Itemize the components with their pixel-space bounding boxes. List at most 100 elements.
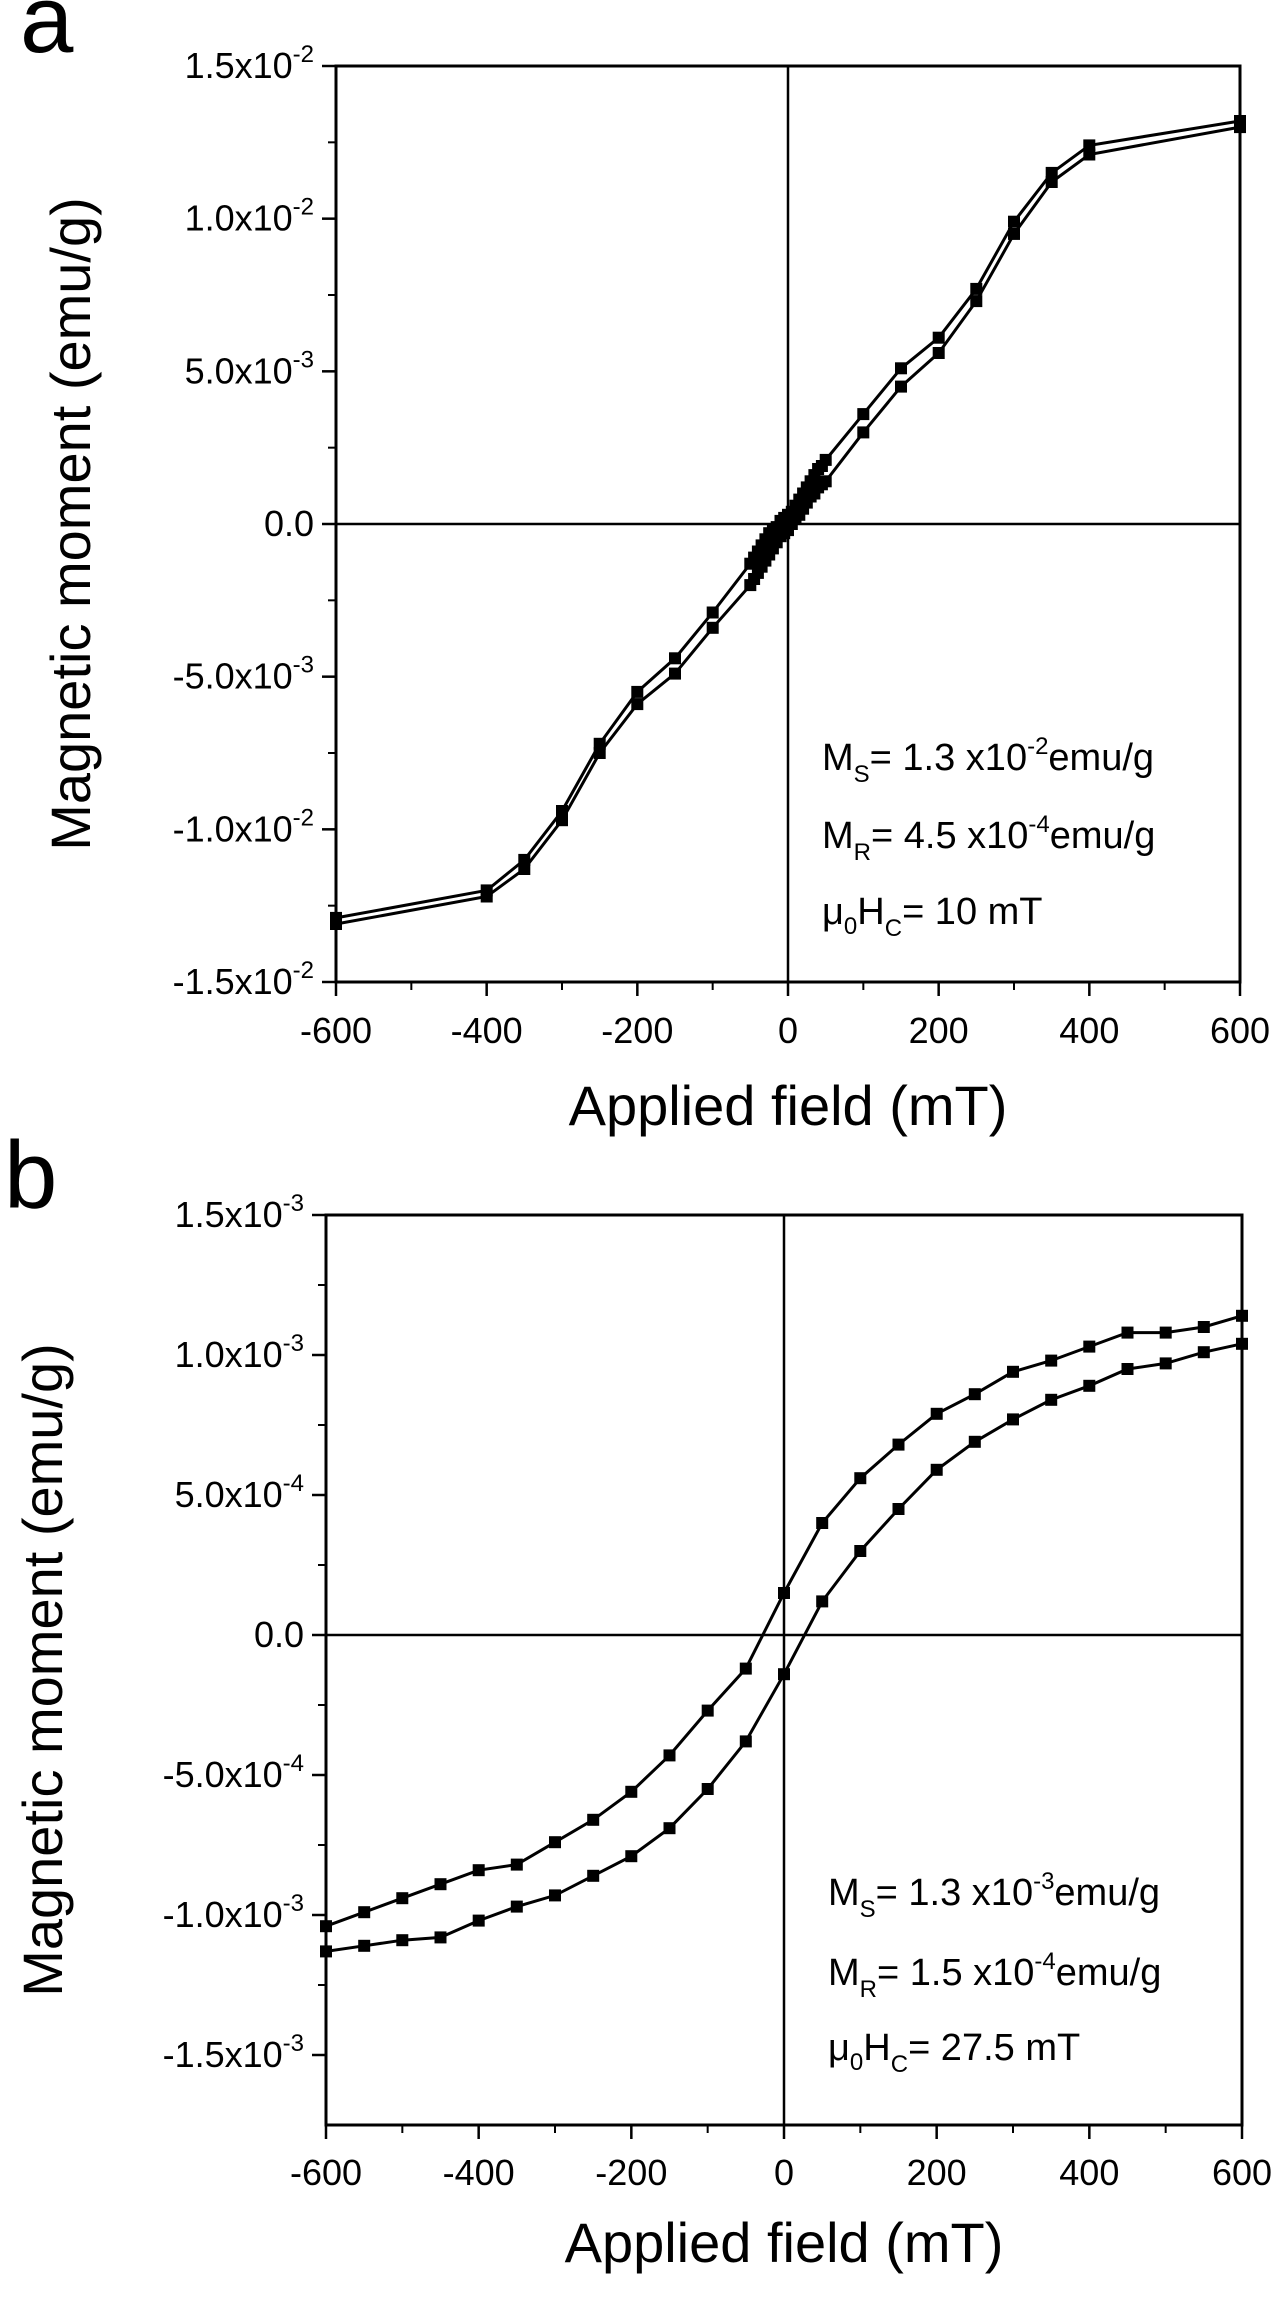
lower-data-point bbox=[1045, 176, 1058, 188]
annot-text: = 1.5 x10 bbox=[877, 1952, 1034, 1994]
annotation-line: μ0HC= 27.5 mT bbox=[828, 2027, 1080, 2078]
lower-data-point bbox=[895, 380, 907, 393]
lower-data-point bbox=[330, 918, 342, 930]
upper-data-point bbox=[816, 1517, 829, 1529]
y-tick-label: -1.5x10-2 bbox=[173, 957, 314, 1002]
lower-data-point bbox=[518, 863, 531, 875]
lower-data-point bbox=[857, 426, 870, 439]
y-tick-exponent: -3 bbox=[283, 1190, 304, 1217]
upper-data-point bbox=[549, 1836, 561, 1849]
annot-symbol: H bbox=[857, 891, 884, 933]
y-tick-label: -5.0x10-4 bbox=[163, 1750, 304, 1795]
lower-data-point bbox=[1008, 227, 1020, 240]
upper-data-point bbox=[587, 1813, 600, 1826]
lower-data-point bbox=[1197, 1346, 1210, 1359]
lower-data-point bbox=[1159, 1357, 1172, 1370]
y-tick-label: 1.5x10-2 bbox=[185, 41, 314, 86]
x-tick-label: 200 bbox=[907, 2152, 967, 2193]
y-axis-title: Magnetic moment (emu/g) bbox=[11, 1343, 74, 1997]
panel-b: b-600 -400 -200 0 200 400 6001.5x10-31.0x10-35… bbox=[4, 1122, 1272, 2274]
annot-subscript: C bbox=[891, 2051, 908, 2078]
lower-data-point bbox=[1045, 1393, 1058, 1406]
annot-subscript: R bbox=[860, 1976, 877, 2003]
lower-data-point bbox=[854, 1545, 867, 1557]
annot-text: = 27.5 mT bbox=[908, 2027, 1080, 2069]
y-tick-mantissa: -1.5x10 bbox=[173, 961, 293, 1002]
annotation-line: MS= 1.3 x10-2emu/g bbox=[822, 733, 1154, 788]
lower-data-point bbox=[587, 1869, 600, 1882]
y-tick-mantissa: -1.0x10 bbox=[173, 808, 293, 849]
lower-data-point bbox=[706, 621, 719, 634]
y-tick-mantissa: 5.0x10 bbox=[175, 1474, 283, 1515]
x-tick-label: -600 bbox=[290, 2152, 362, 2193]
annot-subscript: S bbox=[860, 1896, 876, 1923]
y-tick-label: 1.0x10-3 bbox=[175, 1330, 304, 1375]
y-tick-mantissa: -5.0x10 bbox=[173, 656, 293, 697]
annot-symbol: M bbox=[822, 815, 854, 857]
upper-data-point bbox=[1159, 1326, 1172, 1339]
lower-data-point bbox=[396, 1934, 409, 1947]
upper-data-point bbox=[930, 1407, 943, 1420]
lower-data-point bbox=[778, 1668, 790, 1681]
upper-data-point bbox=[1236, 1309, 1248, 1322]
lower-data-point bbox=[930, 1463, 943, 1476]
lower-data-point bbox=[1121, 1363, 1134, 1375]
y-tick-label: -5.0x10-3 bbox=[173, 652, 314, 697]
upper-data-point bbox=[1121, 1326, 1134, 1339]
lower-data-point bbox=[816, 1595, 829, 1608]
y-tick-label: -1.0x10-2 bbox=[173, 804, 314, 849]
x-tick-label: 200 bbox=[909, 1010, 969, 1051]
annot-symbol: M bbox=[828, 1872, 860, 1914]
x-tick-label: 600 bbox=[1210, 1010, 1270, 1051]
annot-symbol: μ bbox=[828, 2027, 850, 2069]
lower-data-point bbox=[625, 1850, 638, 1863]
upper-data-point bbox=[819, 453, 832, 466]
upper-data-point bbox=[857, 408, 870, 421]
x-tick-label: 400 bbox=[1059, 2152, 1119, 2193]
lower-data-point bbox=[669, 667, 681, 680]
lower-data-point bbox=[663, 1822, 676, 1835]
y-tick-exponent: -2 bbox=[293, 194, 314, 221]
upper-data-point bbox=[434, 1878, 447, 1891]
annotation-line: MS= 1.3 x10-3emu/g bbox=[828, 1868, 1160, 1923]
y-tick-text: 0.0 bbox=[254, 1614, 304, 1655]
lower-data-point bbox=[434, 1931, 447, 1944]
y-tick-exponent: -3 bbox=[293, 346, 314, 373]
annot-symbol: M bbox=[822, 737, 854, 779]
annot-text: = 10 mT bbox=[902, 891, 1042, 933]
annotation-line: MR= 4.5 x10-4emu/g bbox=[822, 811, 1155, 866]
upper-data-point bbox=[1083, 139, 1096, 152]
panel-letter: b bbox=[4, 1122, 57, 1229]
y-tick-mantissa: 1.0x10 bbox=[175, 1334, 283, 1375]
annot-subscript: R bbox=[854, 839, 871, 866]
upper-data-point bbox=[663, 1749, 676, 1762]
upper-data-point bbox=[895, 362, 907, 375]
x-axis-title: Applied field (mT) bbox=[565, 2211, 1004, 2274]
x-tick-label: -600 bbox=[300, 1010, 372, 1051]
lower-data-point bbox=[739, 1735, 752, 1748]
annot-subscript: S bbox=[854, 761, 870, 788]
y-tick-mantissa: 5.0x10 bbox=[185, 350, 293, 391]
y-tick-mantissa: 1.5x10 bbox=[185, 45, 293, 86]
x-tick-label: 400 bbox=[1059, 1010, 1119, 1051]
x-tick-label: 0 bbox=[778, 1010, 798, 1051]
upper-data-point bbox=[1083, 1340, 1096, 1353]
lower-data-point bbox=[510, 1900, 523, 1913]
upper-data-point bbox=[669, 652, 681, 665]
upper-data-point bbox=[701, 1704, 714, 1717]
y-tick-label: 5.0x10-3 bbox=[185, 346, 314, 391]
y-tick-mantissa: -1.0x10 bbox=[163, 1894, 283, 1935]
upper-data-point bbox=[625, 1785, 638, 1798]
upper-data-point bbox=[968, 1388, 981, 1401]
y-tick-label: 1.5x10-3 bbox=[175, 1190, 304, 1235]
y-tick-exponent: -2 bbox=[293, 957, 314, 984]
upper-data-point bbox=[1045, 166, 1058, 179]
annot-unit: emu/g bbox=[1050, 815, 1156, 857]
annot-superscript: -4 bbox=[1028, 811, 1049, 838]
upper-data-point bbox=[1045, 1354, 1058, 1367]
upper-data-point bbox=[739, 1662, 752, 1675]
lower-data-point bbox=[1234, 121, 1246, 134]
y-tick-label: 0.0 bbox=[264, 503, 314, 544]
lower-data-point bbox=[970, 295, 983, 308]
upper-data-point bbox=[854, 1472, 867, 1485]
